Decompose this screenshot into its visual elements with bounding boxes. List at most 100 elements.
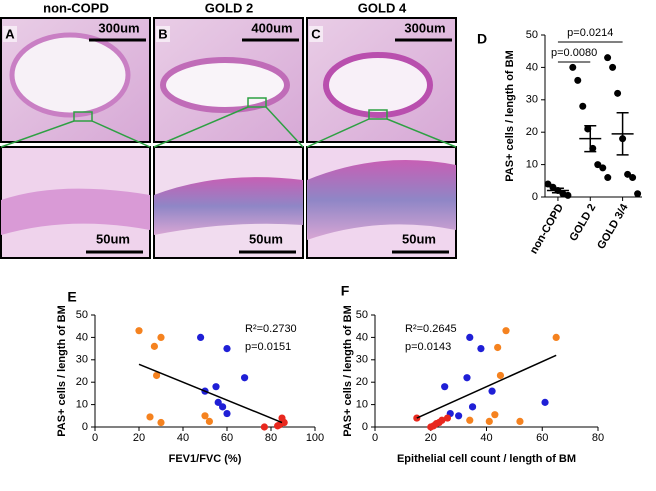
x-tick-label: non-COPD: [528, 202, 566, 256]
point: [135, 327, 143, 335]
sem-bar: [584, 124, 597, 153]
point: [455, 412, 463, 420]
panel-label: F: [341, 283, 350, 299]
y-tick-label: 0: [362, 421, 368, 433]
dot: [564, 191, 572, 199]
point: [552, 333, 560, 341]
point: [435, 418, 443, 427]
panel-label: D: [477, 31, 487, 47]
x-tick-label: 60: [221, 432, 233, 444]
scale-label: 50um: [249, 231, 283, 246]
y-axis-label: PAS+ cells / length of BM: [342, 305, 354, 437]
y-tick-label: 30: [76, 354, 88, 366]
dot: [614, 89, 622, 97]
x-tick-label: GOLD 3/4: [595, 201, 631, 251]
y-tick-label: 40: [356, 331, 368, 343]
point: [205, 417, 213, 425]
dot: [629, 174, 637, 182]
y-tick-label: 40: [76, 331, 88, 343]
point: [485, 417, 493, 425]
label-bg: [3, 26, 17, 42]
point: [146, 413, 154, 421]
point: [494, 343, 502, 352]
y-tick-label: 50: [76, 309, 88, 321]
x-tick-label: 100: [306, 432, 324, 444]
label-bg: [156, 26, 170, 42]
dot: [574, 76, 582, 84]
point: [214, 398, 222, 406]
point: [157, 418, 165, 427]
x-tick-label: 20: [133, 432, 145, 444]
y-tick-label: 0: [82, 421, 88, 433]
point: [219, 403, 227, 411]
point: [496, 371, 505, 380]
scale-label: 300um: [98, 20, 139, 35]
dot: [569, 63, 577, 71]
y-axis-label: PAS+ cells / length of BM: [56, 305, 68, 437]
point: [157, 333, 165, 341]
y-tick-label: 10: [356, 399, 368, 411]
point: [197, 333, 205, 341]
point: [153, 371, 161, 380]
point: [280, 418, 288, 427]
y-tick-label: 10: [76, 399, 88, 411]
point: [466, 333, 474, 341]
point: [274, 422, 282, 430]
y-tick-label: 20: [356, 376, 368, 388]
x-tick-label: 60: [536, 432, 548, 444]
panel-label: C: [311, 26, 321, 41]
scale-label: 50um: [402, 231, 436, 246]
point: [466, 416, 474, 424]
scale-label: 50um: [96, 231, 130, 246]
annotation: R²=0.2730: [245, 323, 297, 335]
dot: [604, 174, 612, 182]
y-tick-label: 30: [356, 354, 368, 366]
point: [477, 345, 485, 353]
y-tick-label: 0: [532, 191, 538, 203]
dot: [609, 63, 617, 71]
x-tick-label: GOLD 2: [568, 202, 599, 243]
x-axis-label: FEV1/FVC (%): [169, 453, 242, 465]
panel-b: [153, 17, 304, 259]
point: [443, 414, 452, 422]
dot: [579, 102, 587, 110]
point: [541, 398, 549, 406]
y-tick-label: 50: [526, 29, 538, 41]
dot: [549, 183, 557, 191]
x-tick-label: 80: [592, 432, 604, 444]
point: [223, 345, 231, 353]
sem-bar: [551, 187, 564, 194]
x-tick-label: 20: [425, 432, 437, 444]
point: [212, 383, 220, 391]
annotation: p=0.0143: [405, 341, 451, 353]
y-tick-label: 20: [526, 126, 538, 138]
fit-line: [416, 354, 557, 419]
y-tick-label: 30: [526, 94, 538, 106]
y-tick-label: 50: [356, 309, 368, 321]
dot: [634, 190, 642, 198]
dot: [594, 161, 602, 169]
panel-a: [0, 17, 151, 259]
y-tick-label: 20: [76, 376, 88, 388]
panel-label: E: [67, 289, 76, 305]
x-tick-label: 40: [177, 432, 189, 444]
label-bg: [309, 26, 323, 42]
point: [468, 403, 477, 411]
x-tick-label: 80: [265, 432, 277, 444]
x-axis-label: Epithelial cell count / length of BM: [397, 453, 576, 465]
panel-label: A: [5, 26, 15, 41]
y-axis-label: PAS+ cells / length of BM: [504, 50, 516, 182]
column-title: non-COPD: [43, 0, 109, 15]
point: [491, 411, 499, 419]
sem-bar: [616, 112, 629, 156]
point: [260, 423, 268, 431]
annotation: R²=0.2645: [405, 323, 457, 335]
x-tick-label: 40: [480, 432, 492, 444]
scale-label: 400um: [251, 20, 292, 35]
micrographs: [0, 17, 457, 259]
point: [150, 342, 158, 350]
dot: [544, 180, 552, 188]
dot: [604, 54, 612, 62]
x-tick-label: 0: [92, 432, 98, 444]
